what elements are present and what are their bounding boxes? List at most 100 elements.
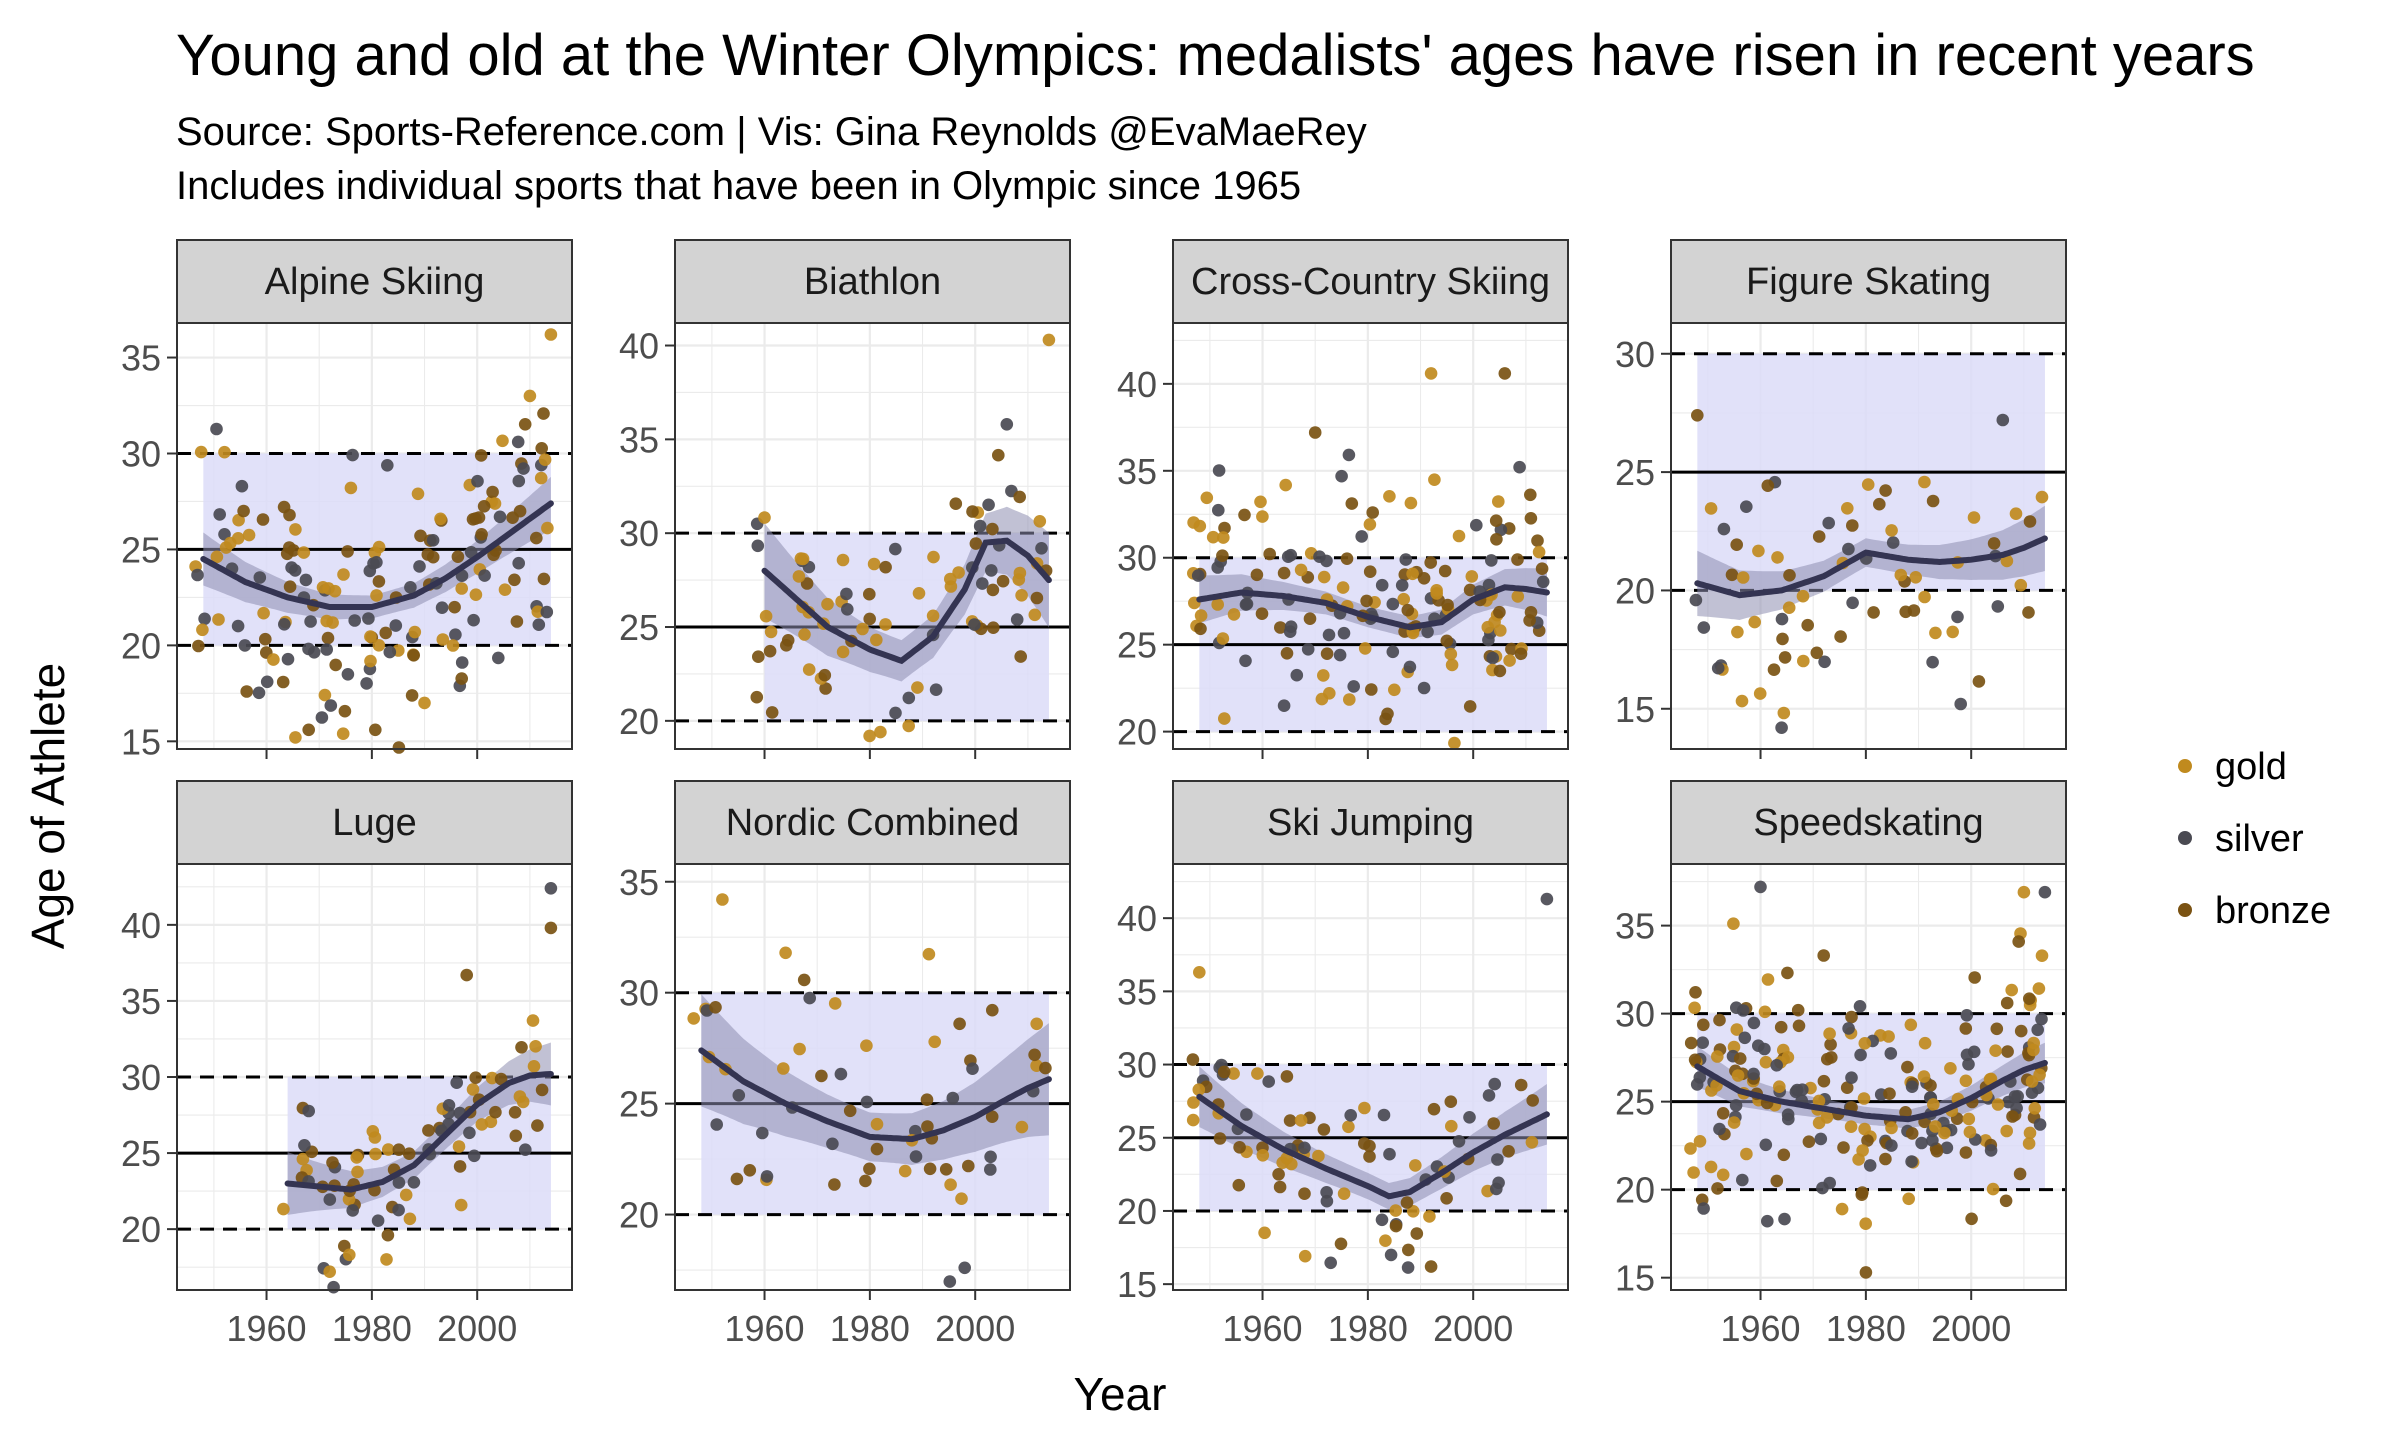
data-point: [448, 600, 461, 614]
data-point: [1360, 594, 1373, 608]
data-point: [1424, 556, 1437, 569]
data-point: [1835, 1202, 1849, 1216]
data-point: [1796, 1083, 1809, 1096]
data-point: [302, 1104, 316, 1118]
data-point: [1711, 1050, 1724, 1063]
data-point: [321, 631, 335, 645]
data-point: [1899, 1106, 1912, 1119]
data-point: [460, 968, 474, 982]
data-point: [212, 613, 225, 626]
data-point: [1298, 1141, 1311, 1155]
data-point: [1775, 612, 1789, 626]
y-tick-label: 30: [1117, 538, 1157, 579]
data-point: [1844, 1120, 1858, 1133]
data-point: [381, 459, 394, 472]
y-tick-label: 35: [1117, 971, 1157, 1012]
data-point: [1193, 966, 1206, 979]
data-point: [1200, 491, 1214, 505]
legend: gold silver bronze: [2178, 746, 2331, 932]
data-point: [323, 1193, 337, 1206]
data-point: [841, 603, 854, 616]
panel-border: [1172, 863, 1569, 1291]
data-point: [1691, 409, 1704, 422]
data-point: [1861, 1134, 1874, 1147]
data-point: [1233, 1141, 1246, 1154]
data-point: [1395, 579, 1409, 592]
x-axis-title: Year: [1074, 1368, 1167, 1420]
data-point: [1736, 1004, 1750, 1017]
data-point: [1930, 1144, 1944, 1158]
data-point: [529, 1040, 542, 1053]
data-point: [1693, 1071, 1707, 1084]
data-point: [1486, 651, 1499, 665]
data-point: [1842, 1022, 1855, 1035]
data-point: [467, 1149, 481, 1163]
data-point: [1463, 1111, 1476, 1124]
data-point: [1767, 663, 1781, 676]
data-point: [277, 1202, 290, 1216]
data-point: [927, 550, 940, 564]
data-point: [381, 1228, 395, 1242]
smooth-confidence-ribbon: [764, 506, 1049, 682]
y-tick-label: 20: [1615, 570, 1655, 611]
data-point: [1989, 1044, 2002, 1057]
data-point: [372, 575, 386, 588]
data-point: [1747, 1016, 1761, 1030]
data-point: [1013, 566, 1027, 580]
legend-key-gold: [2178, 759, 2192, 773]
data-point: [1498, 367, 1512, 380]
x-tick-label: 1980: [830, 1308, 910, 1349]
data-point: [1883, 1087, 1896, 1100]
data-point: [1689, 986, 1702, 999]
smooth-trend-line: [284, 1071, 554, 1193]
data-point: [1030, 1017, 1043, 1031]
data-point: [756, 1126, 769, 1140]
y-tick-label: 20: [1117, 1191, 1157, 1232]
data-point: [1727, 1040, 1741, 1054]
data-point: [389, 619, 403, 632]
y-tick-label: 30: [619, 513, 659, 554]
data-point: [870, 1117, 884, 1131]
data-point: [926, 609, 940, 623]
data-point: [341, 668, 355, 681]
data-point: [1525, 1136, 1539, 1149]
data-point: [508, 573, 521, 587]
data-point: [986, 1003, 999, 1017]
data-point: [1987, 537, 2001, 550]
data-point: [267, 653, 280, 666]
data-point: [1909, 571, 1922, 584]
data-point: [1918, 590, 1931, 604]
data-point: [454, 1198, 468, 1212]
data-point: [929, 683, 943, 696]
data-point: [517, 462, 530, 475]
data-point: [1030, 591, 1044, 605]
data-point: [492, 651, 505, 665]
data-point: [1511, 553, 1524, 566]
panel-border: [674, 863, 1071, 1291]
y-tick-label: 25: [1117, 625, 1157, 666]
data-point: [730, 1172, 744, 1186]
data-point: [777, 1062, 790, 1075]
data-point: [434, 512, 447, 526]
data-point: [1758, 1042, 1771, 1056]
data-point: [889, 542, 902, 556]
y-tick-label: 35: [619, 419, 659, 460]
data-point: [2032, 982, 2046, 995]
data-point: [1885, 524, 1898, 537]
data-point: [1511, 590, 1525, 603]
data-point: [1716, 1107, 1730, 1120]
data-point: [1926, 655, 1939, 669]
data-point: [242, 528, 256, 542]
data-point: [383, 645, 397, 659]
data-point: [1424, 1260, 1438, 1273]
scatter-points: [277, 882, 558, 1294]
data-point: [1960, 1009, 1974, 1022]
data-point: [2017, 885, 2031, 899]
data-point: [210, 422, 223, 436]
data-point: [451, 550, 465, 563]
y-tick-label: 20: [121, 625, 161, 666]
data-point: [1386, 645, 1400, 659]
smooth-trend-line: [1196, 584, 1550, 631]
data-point: [1825, 1051, 1838, 1064]
data-point: [1336, 581, 1350, 594]
